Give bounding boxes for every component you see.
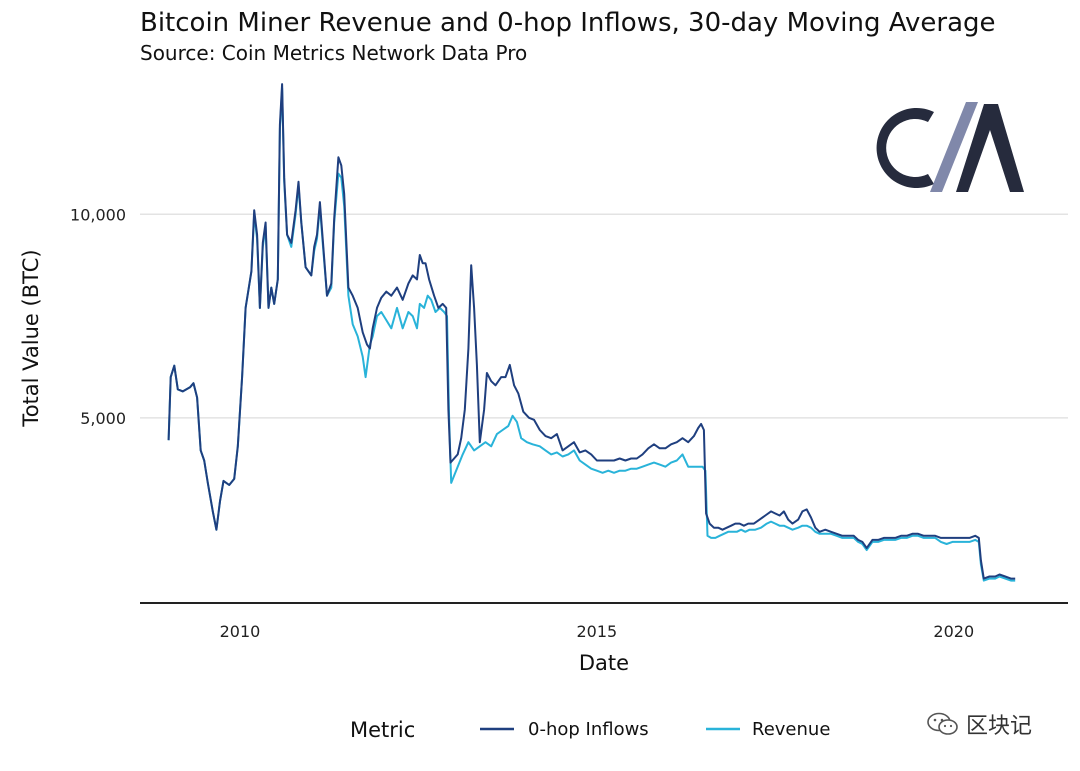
- watermark: 区块记: [926, 708, 1032, 740]
- legend-label-revenue: Revenue: [752, 719, 830, 740]
- series-line-inflows: [167, 83, 1016, 580]
- y-tick-label: 10,000: [70, 205, 126, 224]
- x-tick-label: 2010: [220, 622, 261, 641]
- x-tick-label: 2020: [933, 622, 974, 641]
- cm-logo-c: [876, 108, 934, 188]
- legend: Metric 0-hop Inflows Revenue: [350, 718, 830, 742]
- chart-subtitle: Source: Coin Metrics Network Data Pro: [140, 41, 528, 65]
- series-lines: [167, 83, 1016, 582]
- legend-label-inflows: 0-hop Inflows: [528, 719, 649, 740]
- legend-title: Metric: [350, 718, 415, 742]
- cm-logo-m: [956, 104, 1024, 192]
- wechat-icon: [927, 712, 958, 735]
- chart-title: Bitcoin Miner Revenue and 0-hop Inflows,…: [140, 8, 996, 38]
- watermark-text: 区块记: [966, 714, 1033, 739]
- y-axis-label: Total Value (BTC): [19, 249, 43, 427]
- cm-logo: [876, 102, 1024, 192]
- x-axis-label: Date: [579, 651, 629, 675]
- y-tick-labels: 5,000 10,000: [70, 205, 126, 428]
- x-tick-labels: 2010 2015 2020: [220, 622, 975, 641]
- cm-logo-slash: [930, 102, 978, 192]
- x-tick-label: 2015: [577, 622, 618, 641]
- y-tick-label: 5,000: [80, 409, 126, 428]
